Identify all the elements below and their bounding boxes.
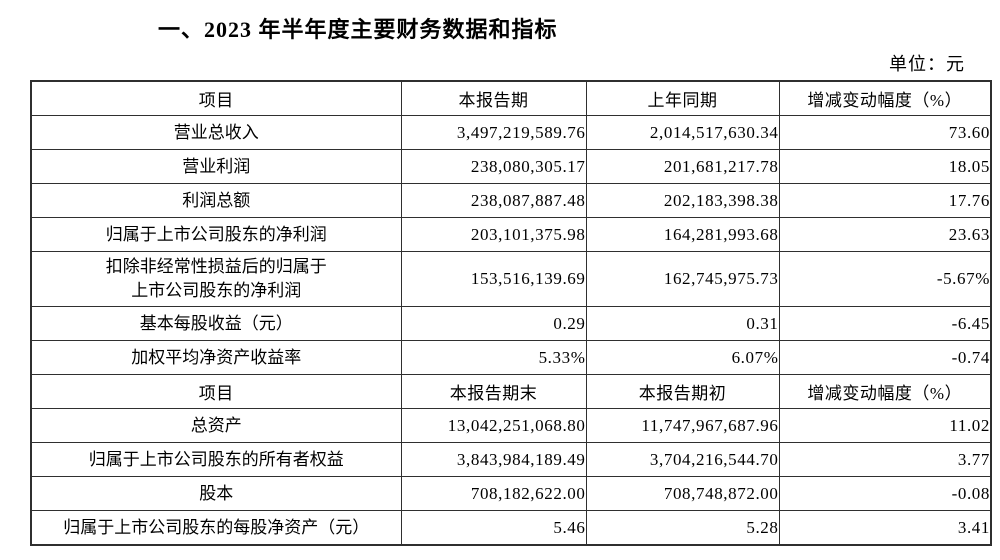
prior-period-value-cell: 0.31 <box>585 306 780 341</box>
change-percent-cell: 3.41 <box>778 510 992 546</box>
table-header-row-section2: 项目 本报告期末 本报告期初 增减变动幅度（%） <box>30 374 992 409</box>
item-cell: 加权平均净资产收益率 <box>30 340 402 375</box>
table-row-operating-profit: 营业利润 238,080,305.17 201,681,217.78 18.05 <box>30 149 992 184</box>
header-item-cell: 项目 <box>30 80 402 116</box>
change-percent-cell: -0.08 <box>778 476 992 511</box>
header-item-cell: 项目 <box>30 374 402 409</box>
period-start-value-cell: 5.28 <box>585 510 780 546</box>
change-percent-cell: -5.67% <box>778 251 992 307</box>
prior-period-value-cell: 6.07% <box>585 340 780 375</box>
current-period-value-cell: 5.33% <box>400 340 587 375</box>
table-row-net-profit-attributable: 归属于上市公司股东的净利润 203,101,375.98 164,281,993… <box>30 217 992 252</box>
change-percent-cell: 11.02 <box>778 408 992 443</box>
item-cell: 利润总额 <box>30 183 402 218</box>
table-row-total-profit: 利润总额 238,087,887.48 202,183,398.38 17.76 <box>30 183 992 218</box>
change-percent-cell: 17.76 <box>778 183 992 218</box>
prior-period-value-cell: 164,281,993.68 <box>585 217 780 252</box>
item-cell: 归属于上市公司股东的净利润 <box>30 217 402 252</box>
current-period-value-cell: 238,080,305.17 <box>400 149 587 184</box>
change-percent-cell: 73.60 <box>778 115 992 150</box>
period-end-value-cell: 13,042,251,068.80 <box>400 408 587 443</box>
table-row-net-profit-excl-nonrecurring: 扣除非经常性损益后的归属于 上市公司股东的净利润 153,516,139.69 … <box>30 251 992 307</box>
current-period-value-cell: 3,497,219,589.76 <box>400 115 587 150</box>
item-cell: 归属于上市公司股东的所有者权益 <box>30 442 402 477</box>
table-row-total-assets: 总资产 13,042,251,068.80 11,747,967,687.96 … <box>30 408 992 443</box>
table-row-net-assets-per-share: 归属于上市公司股东的每股净资产（元） 5.46 5.28 3.41 <box>30 510 992 546</box>
prior-period-value-cell: 162,745,975.73 <box>585 251 780 307</box>
item-cell: 总资产 <box>30 408 402 443</box>
prior-period-value-cell: 202,183,398.38 <box>585 183 780 218</box>
prior-period-value-cell: 201,681,217.78 <box>585 149 780 184</box>
header-current-period-cell: 本报告期 <box>400 80 587 116</box>
table-header-row-section1: 项目 本报告期 上年同期 增减变动幅度（%） <box>30 80 992 116</box>
current-period-value-cell: 153,516,139.69 <box>400 251 587 307</box>
item-cell: 营业总收入 <box>30 115 402 150</box>
current-period-value-cell: 203,101,375.98 <box>400 217 587 252</box>
item-cell: 扣除非经常性损益后的归属于 上市公司股东的净利润 <box>30 251 402 307</box>
period-end-value-cell: 708,182,622.00 <box>400 476 587 511</box>
prior-period-value-cell: 2,014,517,630.34 <box>585 115 780 150</box>
item-cell: 归属于上市公司股东的每股净资产（元） <box>30 510 402 546</box>
table-row-owners-equity-attributable: 归属于上市公司股东的所有者权益 3,843,984,189.49 3,704,2… <box>30 442 992 477</box>
change-percent-cell: 23.63 <box>778 217 992 252</box>
item-cell: 基本每股收益（元） <box>30 306 402 341</box>
table-row-basic-eps: 基本每股收益（元） 0.29 0.31 -6.45 <box>30 306 992 341</box>
header-period-end-cell: 本报告期末 <box>400 374 587 409</box>
period-start-value-cell: 3,704,216,544.70 <box>585 442 780 477</box>
header-change-cell: 增减变动幅度（%） <box>778 374 992 409</box>
change-percent-cell: 18.05 <box>778 149 992 184</box>
header-period-start-cell: 本报告期初 <box>585 374 780 409</box>
table-row-total-revenue: 营业总收入 3,497,219,589.76 2,014,517,630.34 … <box>30 115 992 150</box>
change-percent-cell: -0.74 <box>778 340 992 375</box>
financial-indicators-table: 项目 本报告期 上年同期 增减变动幅度（%） 营业总收入 3,497,219,5… <box>30 80 992 546</box>
period-start-value-cell: 708,748,872.00 <box>585 476 780 511</box>
period-end-value-cell: 5.46 <box>400 510 587 546</box>
unit-label: 单位：元 <box>889 54 965 74</box>
item-cell: 营业利润 <box>30 149 402 184</box>
period-end-value-cell: 3,843,984,189.49 <box>400 442 587 477</box>
header-change-cell: 增减变动幅度（%） <box>778 80 992 116</box>
change-percent-cell: -6.45 <box>778 306 992 341</box>
page-title: 一、2023 年半年度主要财务数据和指标 <box>158 17 558 42</box>
table-row-weighted-avg-roe: 加权平均净资产收益率 5.33% 6.07% -0.74 <box>30 340 992 375</box>
current-period-value-cell: 238,087,887.48 <box>400 183 587 218</box>
period-start-value-cell: 11,747,967,687.96 <box>585 408 780 443</box>
header-prior-period-cell: 上年同期 <box>585 80 780 116</box>
change-percent-cell: 3.77 <box>778 442 992 477</box>
table-row-share-capital: 股本 708,182,622.00 708,748,872.00 -0.08 <box>30 476 992 511</box>
current-period-value-cell: 0.29 <box>400 306 587 341</box>
item-cell: 股本 <box>30 476 402 511</box>
